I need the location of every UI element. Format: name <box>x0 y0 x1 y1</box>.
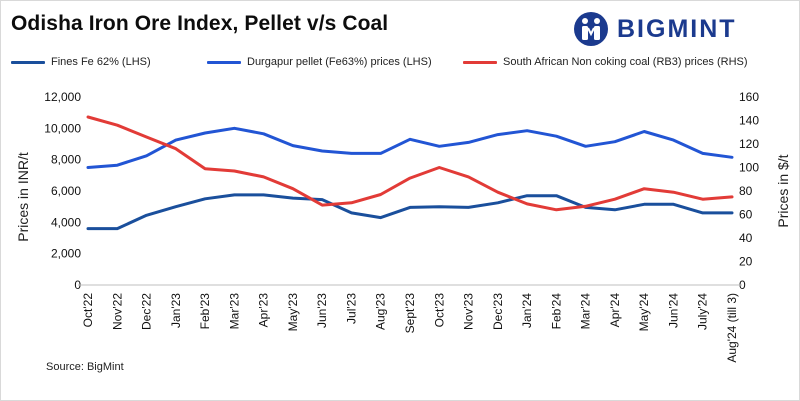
x-tick-label: Feb'23 <box>198 293 212 330</box>
y2-tick-label: 140 <box>739 114 759 128</box>
x-tick-label: Sept'23 <box>403 293 417 334</box>
chart-legend: Fines Fe 62% (LHS) Durgapur pellet (Fe63… <box>11 56 789 72</box>
x-tick-label: Jan'23 <box>169 293 183 328</box>
legend-swatch-coal <box>463 60 497 64</box>
x-tick-label: Mar'24 <box>579 293 593 330</box>
brand-logo: BIGMINT <box>573 11 737 47</box>
chart-title: Odisha Iron Ore Index, Pellet v/s Coal <box>11 12 389 35</box>
legend-item-fines: Fines Fe 62% (LHS) <box>11 56 151 68</box>
legend-swatch-fines <box>11 60 45 64</box>
x-tick-label: Nov'22 <box>110 293 124 330</box>
x-tick-label: Jun'24 <box>666 293 680 328</box>
x-tick-label: Feb'24 <box>549 293 563 330</box>
x-tick-label: Jun'23 <box>315 293 329 328</box>
series-line-coal <box>86 115 734 212</box>
series-line-pellet <box>86 126 734 169</box>
y-tick-label: 12,000 <box>44 90 81 104</box>
x-tick-label: Nov'23 <box>462 293 476 330</box>
y2-tick-label: 60 <box>739 208 753 222</box>
x-tick-label: Mar'23 <box>227 293 241 330</box>
y-axis-title: Prices in INR/t <box>15 152 31 242</box>
y-tick-label: 6,000 <box>51 184 81 198</box>
y-tick-label: 8,000 <box>51 153 81 167</box>
x-tick-label: Apr'23 <box>257 293 271 328</box>
x-tick-label: May'23 <box>286 293 300 332</box>
y-tick-label: 4,000 <box>51 215 81 229</box>
y2-tick-label: 40 <box>739 231 753 245</box>
y2-tick-label: 20 <box>739 255 753 269</box>
legend-label-pellet: Durgapur pellet (Fe63%) prices (LHS) <box>247 56 432 68</box>
legend-swatch-pellet <box>207 60 241 64</box>
legend-item-coal: South African Non coking coal (RB3) pric… <box>463 56 748 68</box>
x-tick-label: Jan'24 <box>520 293 534 328</box>
y2-axis-title: Prices in $/t <box>775 154 791 227</box>
x-tick-label: July'24 <box>696 293 710 330</box>
source-note: Source: BigMint <box>46 361 124 373</box>
series-line-fines <box>86 193 734 231</box>
x-tick-label: Oct'22 <box>81 293 95 328</box>
x-tick-label: Aug'23 <box>374 293 388 330</box>
y2-tick-label: 120 <box>739 137 759 151</box>
legend-label-coal: South African Non coking coal (RB3) pric… <box>503 56 748 68</box>
legend-item-pellet: Durgapur pellet (Fe63%) prices (LHS) <box>207 56 432 68</box>
x-tick-label: Dec'23 <box>491 293 505 330</box>
x-tick-label: Oct'23 <box>432 293 446 328</box>
brand-name: BIGMINT <box>617 14 737 43</box>
y-tick-label: 10,000 <box>44 121 81 135</box>
y2-tick-label: 160 <box>739 90 759 104</box>
y-tick-label: 2,000 <box>51 247 81 261</box>
x-tick-label: May'24 <box>637 293 651 332</box>
x-tick-label: Dec'22 <box>140 293 154 330</box>
bigmint-logo-icon <box>574 12 608 46</box>
y-tick-label: 0 <box>74 278 81 292</box>
legend-label-fines: Fines Fe 62% (LHS) <box>51 56 151 68</box>
x-tick-label: Aug'24 (till 3) <box>725 293 739 363</box>
y2-tick-label: 100 <box>739 161 759 175</box>
y2-tick-label: 80 <box>739 184 753 198</box>
x-tick-label: Jul'23 <box>344 293 358 324</box>
x-tick-label: Apr'24 <box>608 293 622 328</box>
y2-tick-label: 0 <box>739 278 746 292</box>
